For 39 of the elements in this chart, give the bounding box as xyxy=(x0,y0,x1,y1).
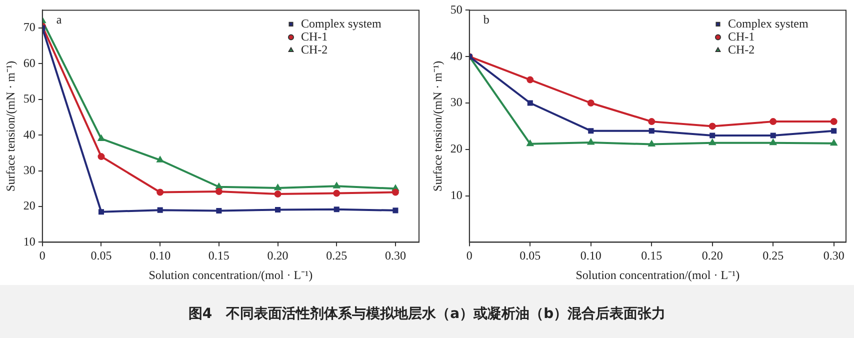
x-tick-label: 0.25 xyxy=(762,248,784,263)
y-axis-title: Surface tension/(mN · m⁻¹) xyxy=(430,60,444,192)
legend-label: CH-1 xyxy=(301,29,328,44)
x-tick-label: 0.10 xyxy=(150,248,171,263)
y-tick-label: 20 xyxy=(450,142,462,156)
y-tick-label: 70 xyxy=(23,20,36,34)
annotation: a xyxy=(56,12,62,26)
y-tick-label: 40 xyxy=(23,127,36,142)
x-tick-label: 0.20 xyxy=(267,248,288,263)
x-tick-label: 0.30 xyxy=(384,248,406,263)
x-tick-label: 0.15 xyxy=(641,248,662,263)
legend-label: CH-1 xyxy=(728,29,755,44)
legend-label: Complex system xyxy=(728,16,809,30)
y-tick-label: 20 xyxy=(23,198,36,213)
x-tick-label: 0.15 xyxy=(208,248,230,263)
y-tick-label: 10 xyxy=(450,188,462,202)
x-tick-label: 0 xyxy=(466,248,472,263)
annotation: b xyxy=(483,12,490,26)
y-tick-label: 60 xyxy=(23,56,36,70)
y-tick-label: 50 xyxy=(23,92,36,106)
x-tick-label: 0.05 xyxy=(520,248,541,263)
legend-label: CH-2 xyxy=(728,42,755,56)
x-tick-label: 0.25 xyxy=(326,248,348,263)
x-tick-label: 0.30 xyxy=(823,248,844,263)
legend-label: CH-2 xyxy=(301,42,328,56)
x-tick-label: 0.10 xyxy=(580,248,602,263)
x-tick-label: 0.05 xyxy=(90,248,112,263)
y-tick-label: 30 xyxy=(450,95,462,110)
y-tick-label: 30 xyxy=(23,162,36,177)
y-axis-title: Surface tension/(mN · m⁻¹) xyxy=(3,60,18,192)
x-axis-title: Solution concentration/(mol · L⁻¹) xyxy=(576,268,740,282)
y-tick-label: 10 xyxy=(23,234,36,248)
y-tick-label: 50 xyxy=(450,2,462,16)
legend-label: Complex system xyxy=(301,16,382,30)
x-tick-label: 0.20 xyxy=(702,248,723,263)
y-tick-label: 40 xyxy=(450,48,462,63)
x-tick-label: 0 xyxy=(39,248,46,263)
x-axis-title: Solution concentration/(mol · L⁻¹) xyxy=(148,268,313,282)
caption: 图4 不同表面活性剂体系与模拟地层水（a）或凝析油（b）混合后表面张力 xyxy=(188,304,666,322)
